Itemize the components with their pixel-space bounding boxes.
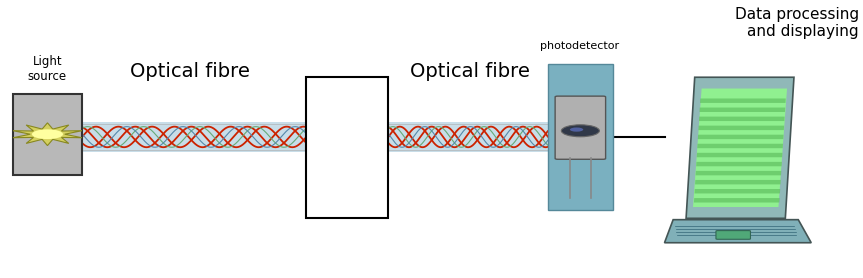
FancyBboxPatch shape xyxy=(716,230,751,239)
Polygon shape xyxy=(696,162,782,166)
Text: Sensitive
element-
transducer: Sensitive element- transducer xyxy=(315,126,379,169)
Polygon shape xyxy=(696,153,783,157)
Polygon shape xyxy=(696,171,781,175)
Text: Optical fibre: Optical fibre xyxy=(411,62,530,81)
Polygon shape xyxy=(697,144,783,148)
Text: Light
source: Light source xyxy=(28,55,67,83)
Polygon shape xyxy=(700,108,785,112)
Bar xyxy=(82,122,306,152)
Bar xyxy=(548,64,613,210)
Polygon shape xyxy=(693,88,787,207)
Text: photodetector: photodetector xyxy=(540,41,620,51)
Bar xyxy=(13,93,82,175)
Circle shape xyxy=(561,125,600,137)
Polygon shape xyxy=(686,77,794,218)
Polygon shape xyxy=(694,198,779,202)
Polygon shape xyxy=(700,98,785,103)
Polygon shape xyxy=(698,126,784,130)
Circle shape xyxy=(570,128,583,132)
Text: Optical fibre: Optical fibre xyxy=(130,62,249,81)
Polygon shape xyxy=(695,180,781,184)
Bar xyxy=(306,77,388,218)
Polygon shape xyxy=(698,135,784,139)
Polygon shape xyxy=(665,220,811,243)
Polygon shape xyxy=(695,189,780,193)
Circle shape xyxy=(32,129,63,139)
FancyBboxPatch shape xyxy=(555,96,606,159)
Text: Data processing
and displaying: Data processing and displaying xyxy=(734,7,859,39)
Bar xyxy=(388,122,548,152)
Polygon shape xyxy=(699,116,784,121)
Polygon shape xyxy=(13,123,82,146)
